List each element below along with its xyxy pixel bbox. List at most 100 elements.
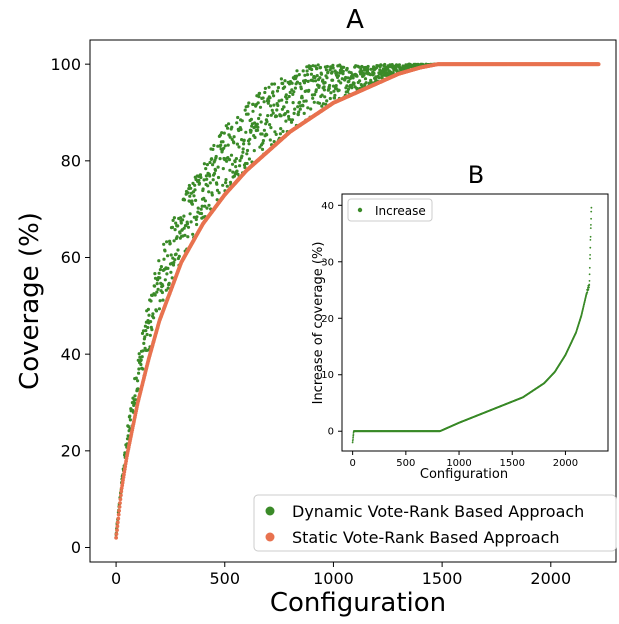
- dynamic-point: [322, 85, 326, 89]
- dynamic-point: [140, 331, 145, 335]
- dynamic-point: [189, 186, 193, 190]
- dynamic-point: [245, 152, 249, 156]
- dynamic-point: [151, 312, 155, 316]
- dynamic-point: [362, 68, 367, 72]
- dynamic-point: [147, 313, 151, 317]
- dynamic-point: [195, 215, 199, 219]
- dynamic-point: [224, 178, 228, 182]
- dynamic-point: [188, 194, 192, 198]
- dynamic-point: [236, 172, 240, 176]
- dynamic-point: [369, 78, 373, 82]
- dynamic-point: [291, 101, 295, 105]
- dynamic-point: [203, 204, 207, 208]
- static-point: [118, 501, 122, 505]
- dynamic-point: [236, 115, 240, 120]
- dynamic-point: [346, 87, 351, 91]
- dynamic-point: [153, 284, 157, 288]
- dynamic-point: [173, 228, 177, 232]
- dynamic-point: [155, 282, 159, 286]
- dynamic-point: [286, 110, 290, 114]
- dynamic-point: [133, 394, 137, 398]
- dynamic-point: [270, 108, 274, 112]
- dynamic-point: [323, 95, 327, 99]
- panel-b-increase-points: [351, 206, 593, 444]
- dynamic-point: [331, 78, 335, 82]
- dynamic-point: [237, 145, 241, 149]
- dynamic-point: [247, 157, 251, 161]
- dynamic-point: [290, 118, 295, 122]
- dynamic-point: [137, 367, 141, 371]
- increase-point: [589, 257, 591, 260]
- panel-b-legend-box: [347, 198, 433, 222]
- dynamic-point: [281, 81, 285, 86]
- dynamic-point: [249, 117, 253, 121]
- dynamic-point: [202, 178, 206, 182]
- dynamic-point: [235, 169, 239, 173]
- dynamic-point: [341, 72, 345, 76]
- dynamic-point: [186, 225, 191, 229]
- dynamic-point: [204, 167, 208, 171]
- dynamic-point: [329, 91, 333, 95]
- panel-b-x-tick-label: 2000: [553, 458, 578, 469]
- increase-point: [352, 433, 355, 435]
- dynamic-point: [316, 63, 320, 67]
- dynamic-point: [199, 207, 203, 211]
- dynamic-point: [213, 168, 218, 172]
- panel-b-ticks: 0 500 1000 1500 2000 0 10 20 30 40: [321, 201, 578, 469]
- dynamic-point: [172, 260, 176, 265]
- dynamic-point: [274, 114, 279, 118]
- dynamic-point: [303, 73, 307, 77]
- dynamic-point: [295, 80, 299, 84]
- dynamic-point: [360, 84, 364, 88]
- legend-dynamic-label: Dynamic Vote-Rank Based Approach: [292, 502, 584, 521]
- dynamic-point: [302, 111, 306, 115]
- dynamic-point: [282, 105, 286, 109]
- dynamic-point: [187, 183, 191, 188]
- dynamic-point: [218, 133, 222, 137]
- dynamic-point: [298, 100, 302, 104]
- dynamic-point: [279, 77, 283, 81]
- dynamic-point: [283, 112, 287, 116]
- dynamic-point: [332, 96, 337, 100]
- dynamic-point: [240, 119, 244, 123]
- dynamic-point: [272, 94, 276, 98]
- dynamic-point: [242, 142, 246, 146]
- dynamic-point: [397, 63, 401, 67]
- dynamic-point: [291, 92, 295, 96]
- dynamic-point: [162, 257, 166, 261]
- dynamic-point: [262, 128, 266, 132]
- dynamic-point: [288, 90, 292, 94]
- dynamic-point: [283, 85, 287, 89]
- dynamic-point: [262, 100, 266, 104]
- dynamic-point: [311, 79, 315, 83]
- dynamic-point: [191, 232, 195, 236]
- dynamic-point: [325, 64, 329, 69]
- dynamic-point: [229, 153, 234, 157]
- dynamic-point: [301, 104, 305, 108]
- dynamic-point: [313, 64, 317, 68]
- increase-point: [590, 210, 593, 213]
- dynamic-point: [295, 69, 299, 73]
- dynamic-point: [198, 173, 203, 177]
- dynamic-point: [128, 418, 132, 422]
- dynamic-point: [355, 74, 359, 78]
- dynamic-point: [307, 88, 311, 92]
- dynamic-point: [146, 325, 150, 330]
- dynamic-point: [205, 206, 209, 210]
- dynamic-point: [166, 254, 170, 258]
- dynamic-point: [189, 220, 193, 224]
- dynamic-point: [327, 86, 331, 90]
- dynamic-point: [293, 86, 297, 90]
- dynamic-point: [185, 222, 190, 226]
- dynamic-point: [285, 100, 289, 104]
- dynamic-point: [217, 191, 221, 195]
- panel-b-x-axis-label: Configuration: [420, 467, 508, 482]
- increase-point: [352, 436, 354, 439]
- dynamic-point: [153, 293, 157, 297]
- dynamic-point: [208, 160, 212, 165]
- dynamic-point: [243, 108, 247, 112]
- dynamic-point: [301, 69, 305, 73]
- dynamic-point: [245, 161, 249, 166]
- static-point: [119, 493, 123, 498]
